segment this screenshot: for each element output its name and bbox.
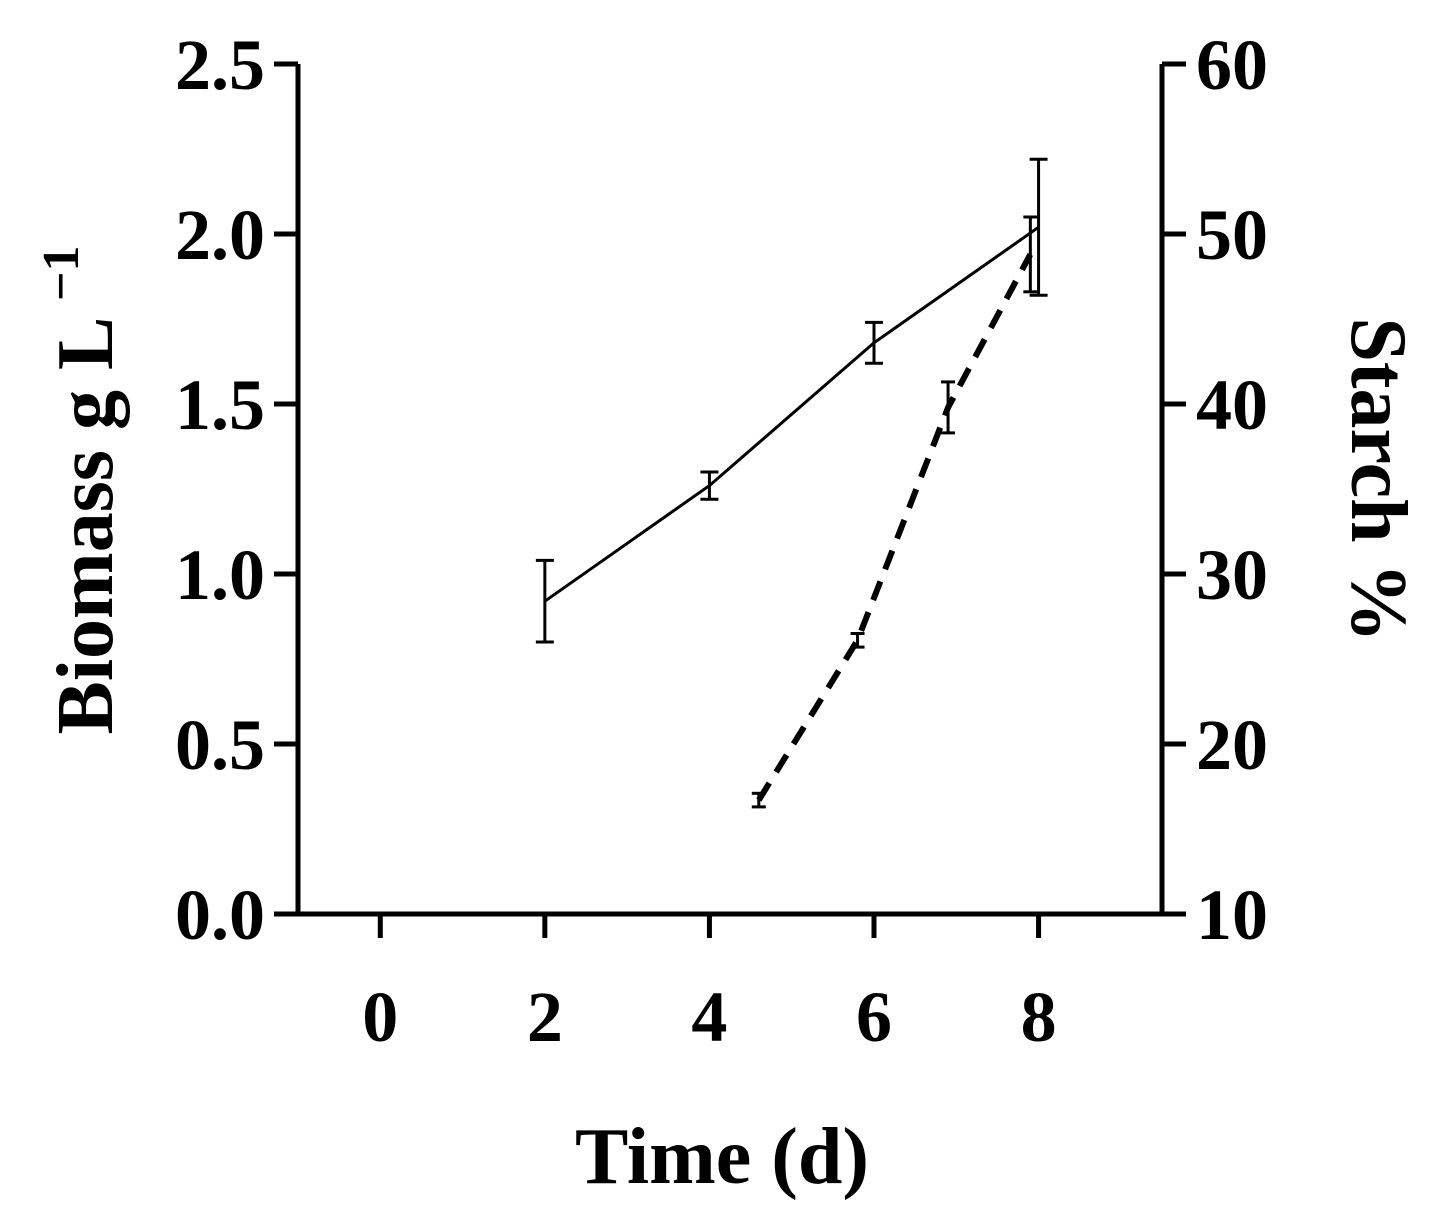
x-tick-label: 4 xyxy=(691,977,727,1057)
biomass-error-bar xyxy=(535,558,554,644)
y2-axis-title: Starch % xyxy=(1334,317,1422,642)
x-tick-label: 0 xyxy=(362,977,398,1057)
biomass-error-bar xyxy=(1029,157,1048,297)
y2-ticks: 10 20 30 40 50 60 xyxy=(1162,25,1268,955)
biomass-series-line xyxy=(544,225,1040,603)
y-tick-label: 1.5 xyxy=(175,365,265,445)
starch-error-bar xyxy=(751,791,766,809)
y-axis-title-base: Biomass g L xyxy=(42,320,130,734)
starch-error-bar xyxy=(941,380,956,435)
y-tick-label: 1.0 xyxy=(175,535,265,615)
biomass-error-bar xyxy=(700,470,719,501)
x-tick-label: 2 xyxy=(527,977,563,1057)
y2-tick-label: 50 xyxy=(1196,195,1268,275)
y-tick-label: 2.5 xyxy=(175,25,265,105)
y-axis-title: Biomass g L −1 xyxy=(33,245,130,734)
starch-error-bar xyxy=(850,632,865,649)
biomass-error-bar xyxy=(865,320,883,365)
y2-tick-label: 20 xyxy=(1196,705,1268,785)
series-layer xyxy=(535,157,1048,809)
y2-tick-label: 30 xyxy=(1196,535,1268,615)
x-ticks: 0 2 4 6 8 xyxy=(362,914,1057,1057)
y-ticks: 0.0 0.5 1.0 1.5 2.0 2.5 xyxy=(175,25,298,955)
x-axis-title: Time (d) xyxy=(575,1113,869,1201)
y2-tick-label: 60 xyxy=(1196,25,1268,105)
y-axis-title-exponent: −1 xyxy=(33,245,90,301)
x-tick-label: 8 xyxy=(1021,977,1057,1057)
x-tick-label: 6 xyxy=(856,977,892,1057)
y2-tick-label: 10 xyxy=(1196,875,1268,955)
y-tick-label: 0.0 xyxy=(175,875,265,955)
starch-series-line xyxy=(756,252,1033,802)
y-tick-label: 0.5 xyxy=(175,705,265,785)
y-tick-label: 2.0 xyxy=(175,195,265,275)
starch-error-bar xyxy=(1023,215,1038,294)
plot-area xyxy=(295,64,1165,917)
y2-tick-label: 40 xyxy=(1196,365,1268,445)
